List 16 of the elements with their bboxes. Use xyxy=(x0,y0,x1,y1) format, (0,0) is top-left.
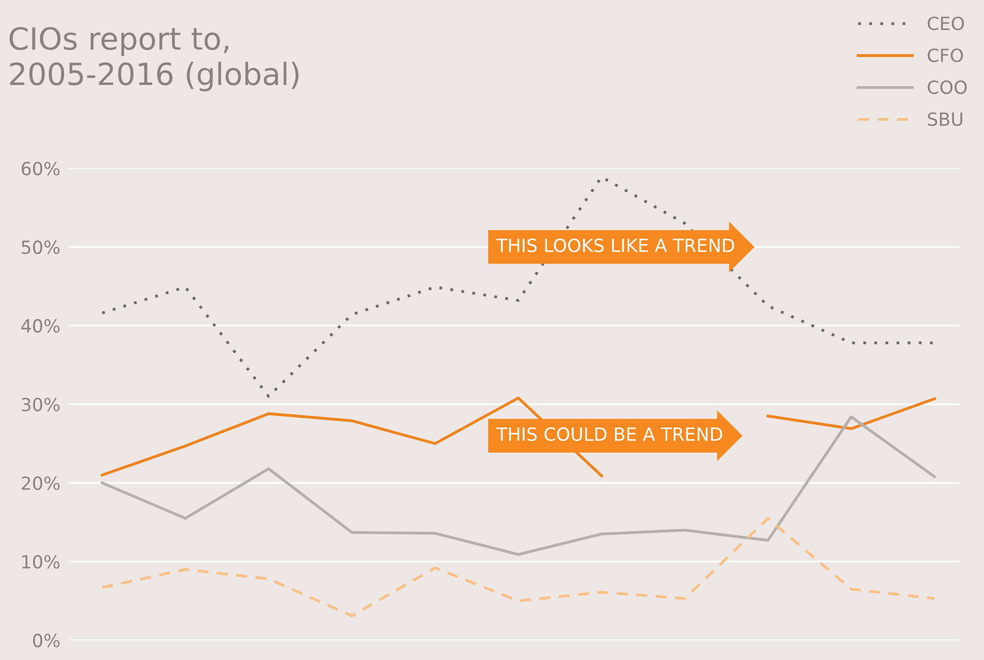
annotation: THIS LOOKS LIKE A TREND xyxy=(496,238,734,252)
y-tick-label: 0% xyxy=(33,634,60,648)
y-tick-label: 60% xyxy=(22,162,60,176)
chart-title: CIOs report to, 2005-2016 (global) xyxy=(10,26,299,92)
legend-label: CFO xyxy=(928,48,963,62)
y-tick-label: 10% xyxy=(22,555,60,569)
annotation: THIS COULD BE A TREND xyxy=(496,427,722,441)
y-tick-label: 30% xyxy=(22,398,60,412)
line-series xyxy=(100,415,936,556)
y-tick-label: 40% xyxy=(21,319,60,333)
line-series xyxy=(100,516,936,618)
legend-label: CEO xyxy=(928,16,964,30)
legend-label: COO xyxy=(928,80,967,94)
legend-label: SBU xyxy=(928,112,962,126)
y-tick-label: 20% xyxy=(22,476,60,490)
y-tick-label: 50% xyxy=(22,240,60,254)
